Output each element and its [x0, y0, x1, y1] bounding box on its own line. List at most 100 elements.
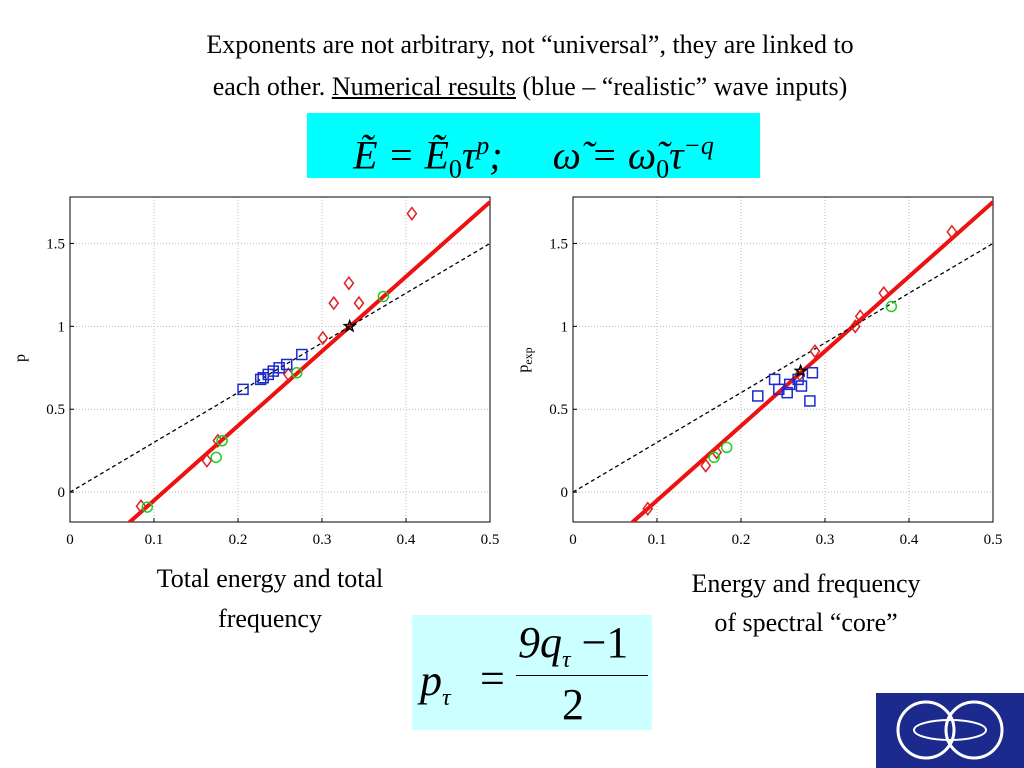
eq-text: ω̃ = ω̃ [552, 132, 657, 178]
y-tick-label: 1.5 [549, 236, 568, 252]
point [854, 309, 866, 324]
point [878, 285, 890, 301]
caption: Energy and frequency [691, 569, 920, 598]
x-tick-label: 0.2 [732, 532, 751, 548]
y-tick-label: 0 [561, 485, 569, 501]
point [353, 295, 365, 311]
x-tick-label: 0.2 [229, 532, 248, 548]
point [700, 458, 712, 473]
eq-text: −1 [581, 618, 629, 667]
chart: 0 0.1 0.2 0.3 0.4 0.5 0 0.5 1 1.5 pexp Energy and f… [515, 196, 1003, 637]
y-axis-label: p [12, 354, 29, 362]
point [210, 451, 222, 464]
point [804, 395, 816, 407]
point [273, 362, 285, 374]
point [708, 451, 720, 464]
logo [876, 693, 1024, 768]
y-tick-label: 1 [58, 319, 66, 335]
point [291, 367, 303, 379]
x-tick-label: 0.4 [900, 532, 919, 548]
fit-line [70, 242, 490, 493]
title-line: each other. Numerical results (blue – “r… [0, 72, 1024, 102]
point [806, 367, 819, 379]
point [849, 319, 861, 334]
point [752, 390, 764, 402]
y-tick-label: 0.5 [549, 402, 568, 418]
point [267, 365, 280, 377]
y-label-text: p [12, 354, 29, 362]
title-text: each other. [212, 72, 326, 101]
point [201, 453, 213, 468]
eq-text: p [420, 656, 442, 705]
point [885, 300, 898, 313]
point [720, 441, 733, 454]
point [296, 348, 308, 361]
caption: of spectral “core” [714, 608, 897, 637]
x-tick-label: 0.3 [816, 532, 835, 548]
eq-sup: −q [683, 131, 714, 160]
eq-text: ; [489, 132, 503, 178]
y-tick-label: 0 [58, 485, 66, 501]
x-tick-label: 0 [569, 532, 577, 548]
x-tick-label: 0.5 [481, 532, 500, 548]
point [795, 380, 808, 392]
y-tick-label: 1 [561, 319, 569, 335]
point [773, 383, 785, 396]
y-label-sub: exp [521, 347, 535, 364]
eq-sub: τ [442, 684, 451, 711]
equation: Ẽ = Ẽ0τp; ω̃ = ω̃0τ−q [307, 113, 760, 183]
point [141, 501, 154, 513]
fit-line [126, 200, 490, 522]
point [280, 358, 293, 371]
logo-bg [876, 693, 1024, 768]
x-tick-label: 0.1 [145, 532, 164, 548]
x-tick-label: 0 [66, 532, 74, 548]
axes-frame [69, 196, 491, 523]
point [377, 290, 390, 303]
point [793, 363, 808, 378]
x-tick-label: 0.1 [648, 532, 667, 548]
y-tick-label: 0.5 [46, 402, 65, 418]
title-line: Exponents are not arbitrary, not “univer… [206, 30, 854, 59]
point [406, 206, 418, 221]
y-tick-label: 1.5 [46, 236, 65, 252]
point [642, 501, 654, 516]
link-text: Numerical results [331, 72, 516, 101]
fraction-bar [516, 675, 648, 676]
point [216, 435, 228, 447]
eq-sup: p [476, 131, 490, 160]
x-tick-label: 0.5 [984, 532, 1003, 548]
point [237, 383, 249, 396]
eq-text: Ẽ = Ẽ [353, 132, 449, 178]
caption: Total energy and total [157, 564, 384, 593]
point [317, 330, 329, 346]
eq-sub: 0 [656, 154, 670, 184]
x-tick-label: 0.4 [397, 532, 416, 548]
point [343, 275, 355, 291]
logo-ring [913, 719, 987, 741]
eq-text: τ [461, 132, 477, 178]
equation: pτ = 9qτ −1 2 [412, 615, 652, 730]
logo-globe [896, 700, 956, 760]
logo-globe [944, 700, 1004, 760]
eq-text: 9q [518, 618, 562, 667]
axes-frame [572, 196, 994, 523]
eq-sub: 0 [448, 154, 462, 184]
fit-line [573, 242, 993, 493]
point [946, 224, 958, 240]
point [342, 318, 357, 333]
title-text: (blue – “realistic” wave inputs) [522, 72, 848, 101]
point [781, 386, 793, 399]
y-label-text: p [515, 365, 532, 373]
point [328, 295, 340, 311]
point [212, 433, 224, 448]
chart: 0 0.1 0.2 0.3 0.4 0.5 0 0.5 1 1.5 p Total energy an… [12, 196, 500, 633]
eq-sub: τ [562, 646, 571, 673]
y-axis-label: pexp [515, 347, 535, 372]
point [809, 343, 821, 359]
x-tick-label: 0.3 [313, 532, 332, 548]
point [768, 373, 781, 386]
eq-text: = [480, 654, 505, 703]
